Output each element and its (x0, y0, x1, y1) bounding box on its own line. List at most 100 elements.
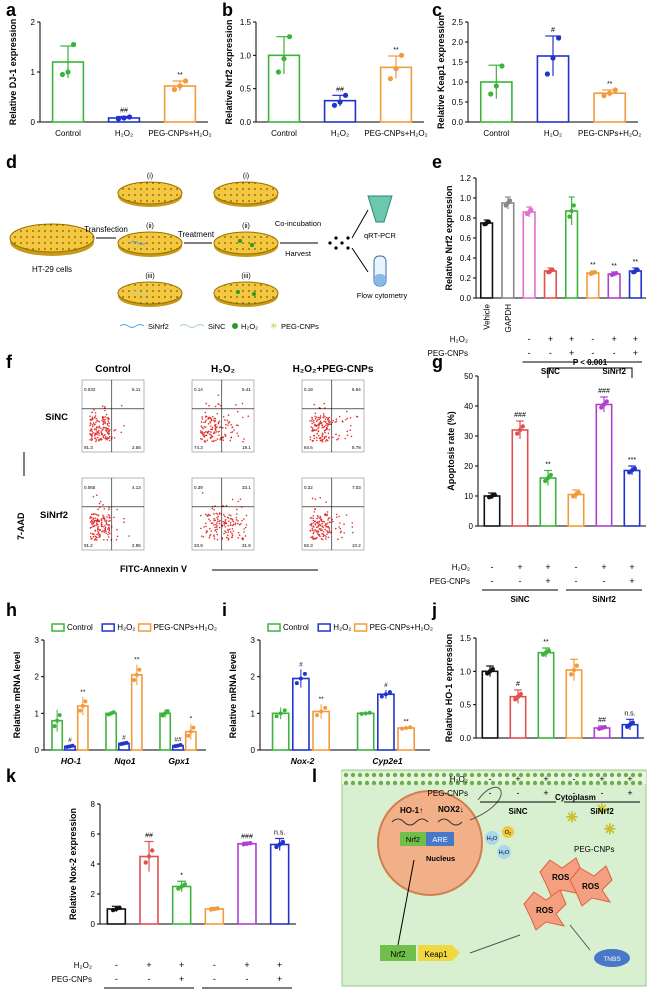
significance-label: ### (241, 833, 253, 840)
event-dot (326, 511, 329, 513)
event-dot (235, 513, 238, 515)
event-dot (312, 519, 315, 522)
event-dot (328, 437, 330, 439)
lipid-head (560, 772, 566, 778)
event-dot (329, 421, 331, 423)
lipid-head (483, 780, 489, 786)
event-dot (104, 435, 107, 438)
data-point (124, 740, 129, 745)
event-dot (217, 421, 220, 424)
data-point (126, 114, 133, 120)
flow-column-label: H₂O₂ (211, 364, 235, 375)
event-dot (341, 420, 344, 423)
event-dot (313, 434, 315, 437)
event-dot (201, 432, 203, 435)
data-point (567, 214, 572, 219)
data-point (592, 270, 598, 275)
event-dot (227, 414, 230, 416)
event-dot (214, 429, 217, 431)
event-dot (92, 517, 94, 519)
event-dot (103, 508, 106, 510)
h2o2-sign: + (627, 774, 632, 784)
event-dot (96, 436, 99, 439)
event-dot (207, 515, 209, 517)
event-dot (99, 535, 101, 538)
lipid-head (588, 780, 594, 786)
event-dot (94, 513, 96, 515)
event-dot (317, 426, 320, 428)
event-dot (237, 520, 239, 522)
event-dot (317, 424, 319, 426)
event-dot (91, 411, 93, 414)
event-dot (101, 433, 104, 435)
peg-sign: - (573, 788, 576, 798)
bar (159, 712, 172, 751)
event-dot (204, 434, 206, 437)
bar (586, 272, 600, 299)
chart-i: 0 1 2 3 Relative mRNA level # ** Nox-2 # ** Cyp2e1… (228, 623, 433, 766)
quadrant-value: 7.03 (352, 485, 361, 490)
event-dot (314, 415, 316, 418)
h2o2-sign: + (599, 774, 604, 784)
event-dot (218, 420, 221, 423)
quadrant-value: 6.41 (242, 387, 251, 392)
lipid-head (364, 772, 370, 778)
y-tick-label: 2 (91, 890, 96, 899)
event-dot (323, 437, 326, 440)
event-dot (89, 536, 92, 538)
y-tick-label: 1.0 (460, 667, 472, 676)
event-dot (213, 508, 215, 511)
h2o2-sign: + (179, 960, 184, 970)
data-point (630, 720, 635, 725)
event-dot (101, 417, 104, 420)
event-dot (238, 523, 241, 526)
event-dot (201, 426, 204, 429)
event-dot (316, 530, 318, 532)
event-dot (317, 416, 320, 419)
event-dot (204, 522, 207, 525)
event-dot (216, 528, 218, 531)
event-dot (96, 433, 98, 436)
event-dot (92, 525, 94, 528)
event-dot (116, 508, 118, 511)
event-dot (218, 522, 221, 525)
lipid-head (441, 772, 447, 778)
event-dot (107, 533, 109, 536)
peg-sign: + (569, 348, 574, 358)
event-dot (96, 518, 99, 520)
event-dot (211, 426, 214, 429)
event-dot (204, 421, 207, 423)
event-dot (313, 511, 316, 513)
event-dot (217, 403, 220, 405)
lipid-head (546, 780, 552, 786)
event-dot (96, 520, 99, 523)
significance-label: ## (598, 717, 606, 724)
event-dot (103, 529, 106, 532)
event-dot (231, 532, 233, 535)
dish-label-ii: (ii) (146, 223, 154, 230)
y-tick-label: 0 (469, 522, 474, 531)
event-dot (108, 529, 111, 532)
y-tick-label: 2 (31, 18, 36, 27)
significance-label: # (68, 737, 72, 744)
data-point (188, 729, 193, 734)
lipid-head (378, 780, 384, 786)
event-dot (100, 523, 103, 525)
event-dot (99, 500, 102, 503)
schematic-d: HT-29 cells Transfection (i) (ii) (iii) … (9, 173, 407, 331)
event-dot (207, 432, 209, 434)
event-dot (225, 531, 227, 534)
data-point (182, 78, 189, 84)
data-point (546, 648, 551, 653)
event-dot (94, 434, 96, 437)
bar (537, 651, 555, 739)
data-point (518, 691, 523, 697)
x-tick-label: Vehicle (483, 303, 492, 329)
quadrant-value: 33.9 (194, 543, 203, 548)
event-dot (243, 528, 246, 530)
event-dot (94, 437, 96, 439)
data-point (490, 667, 495, 672)
cytoplasm-label: Cytoplasm (555, 793, 596, 802)
lipid-head (595, 780, 601, 786)
event-dot (211, 435, 213, 438)
